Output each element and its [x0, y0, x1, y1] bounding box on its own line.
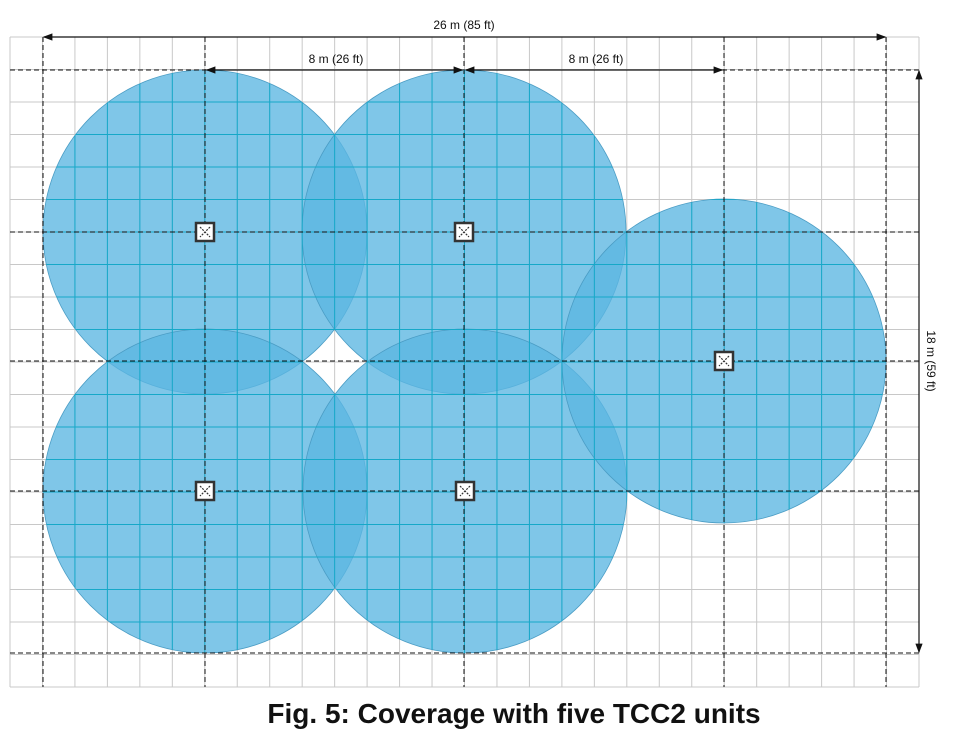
figure-caption: Fig. 5: Coverage with five TCC2 units: [267, 698, 761, 729]
sensor-unit-icon: [453, 221, 475, 243]
spacing-2-label: 8 m (26 ft): [569, 52, 624, 66]
sensor-unit-icon: [194, 480, 216, 502]
spacing-1-label: 8 m (26 ft): [309, 52, 364, 66]
dimension-lines: [42, 33, 923, 654]
sensor-unit-icon: [713, 350, 735, 372]
total-height-label: 18 m (59 ft): [924, 330, 938, 391]
sensor-unit-icon: [454, 480, 476, 502]
sensor-unit-icon: [194, 221, 216, 243]
total-width-label: 26 m (85 ft): [433, 18, 494, 32]
units: [194, 221, 735, 502]
